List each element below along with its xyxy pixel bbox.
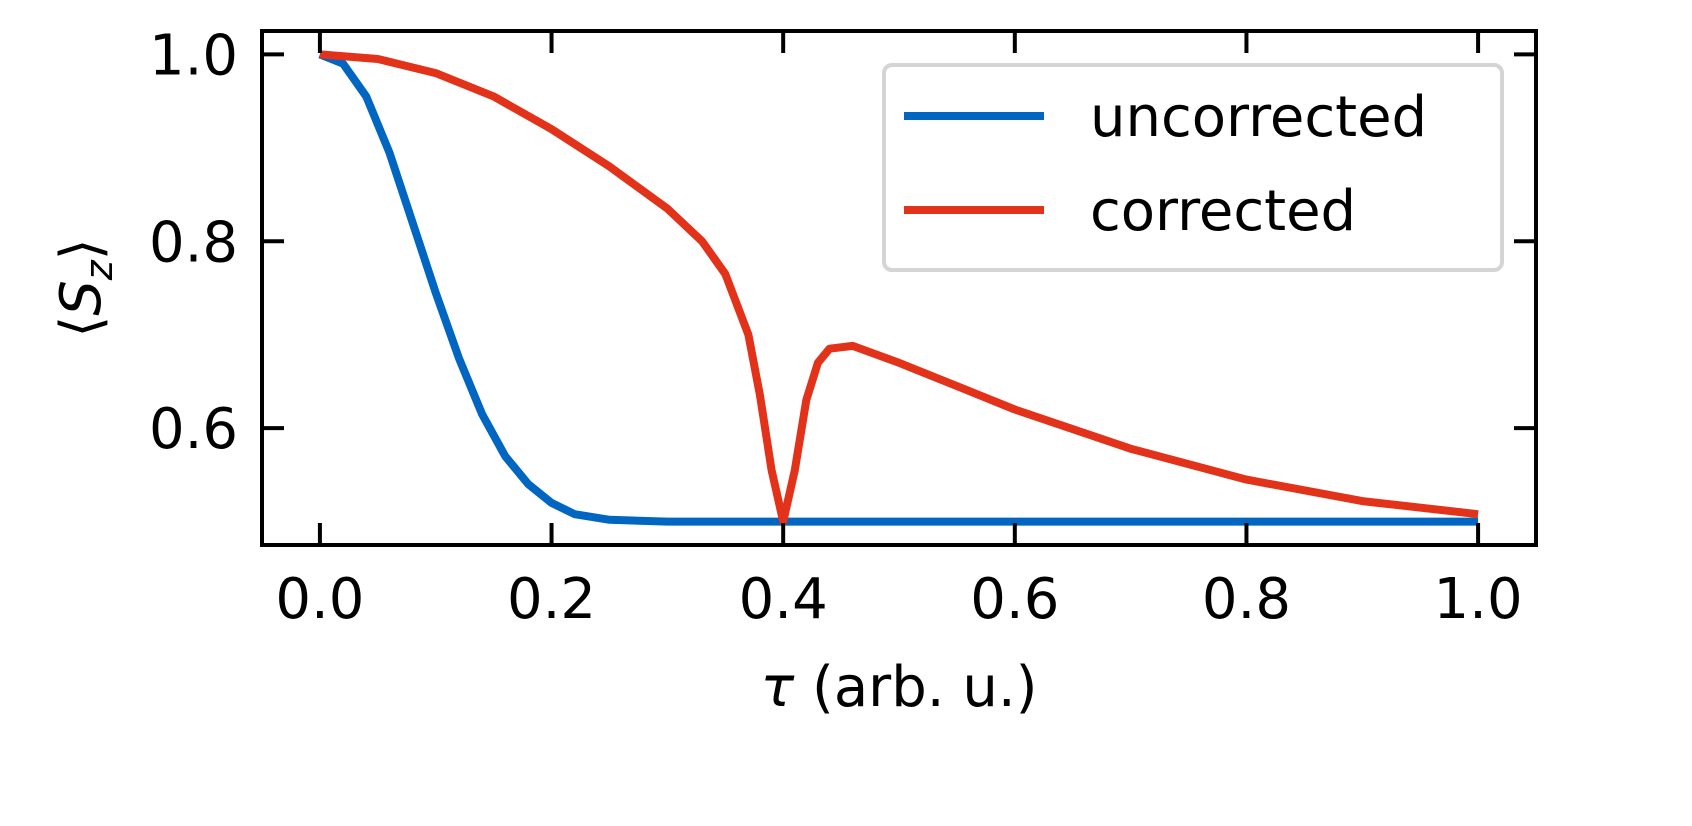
legend-label-uncorrected: uncorrected [1090,85,1427,150]
x-tick-label: 0.2 [507,567,596,632]
x-tick-label: 1.0 [1434,567,1523,632]
x-axis-label: τ (arb. u.) [761,655,1038,720]
y-axis-label: ⟨Sz⟩ [49,238,121,337]
x-tick-label: 0.8 [1202,567,1291,632]
y-axis-bracket-close: ⟩ [49,238,114,260]
y-axis-symbol: S [49,280,114,316]
y-tick-label: 1.0 [149,23,238,88]
plot-frame [260,29,1538,547]
x-axis-unit: (arb. u.) [794,655,1037,720]
series-layer [318,50,1479,526]
y-axis-subscript: z [77,259,121,281]
y-tick-label: 0.6 [149,397,238,462]
x-tick-label: 0.4 [739,567,828,632]
x-tick-label: 0.0 [275,567,364,632]
x-tick-label: 0.6 [970,567,1059,632]
ticks-layer: 0.0 0.2 0.4 0.6 0.8 1.0 0.6 0.8 1.0 [149,23,1536,632]
legend: uncorrected corrected [882,63,1504,272]
series-line-corrected [319,50,1479,526]
y-tick-label: 0.8 [149,210,238,275]
series-line-uncorrected [318,50,1479,526]
x-axis-symbol: τ [761,655,795,720]
y-axis-bracket-open: ⟨ [49,316,114,338]
legend-label-corrected: corrected [1090,179,1356,244]
